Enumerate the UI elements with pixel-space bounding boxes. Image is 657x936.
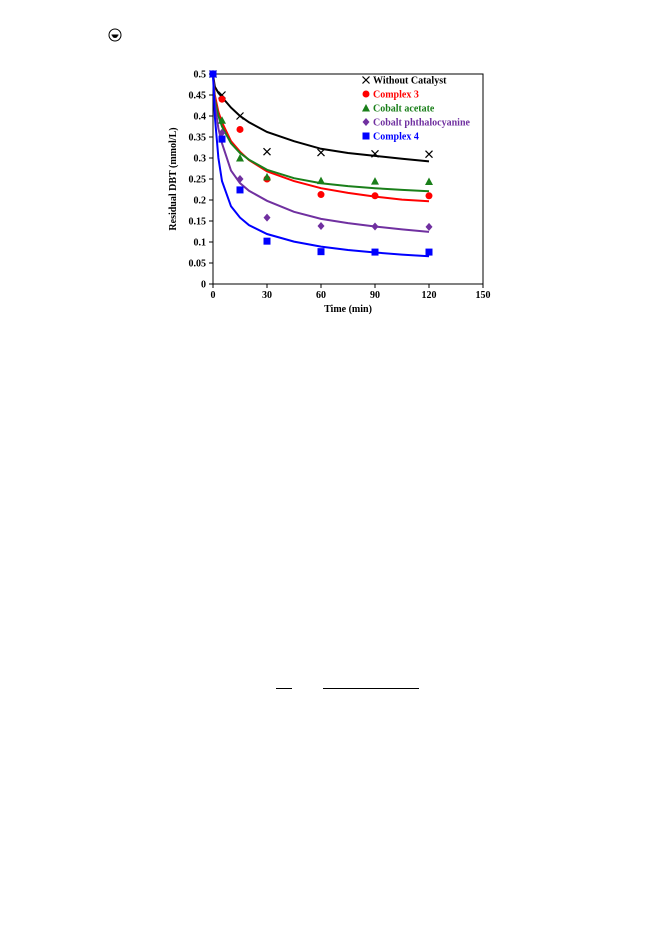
data-point-cobalt-acetate [236, 154, 244, 162]
legend-marker-cobalt-acetate [362, 104, 370, 112]
x-tick-label: 120 [422, 290, 437, 301]
data-point-complex-3 [218, 95, 226, 103]
data-point-without-catalyst [425, 150, 433, 159]
y-tick-label: 0.1 [194, 238, 207, 249]
data-point-complex-4 [209, 70, 217, 78]
plot-area [212, 73, 484, 285]
legend-label-without-catalyst: Without Catalyst [373, 76, 447, 87]
legend-label-complex-4: Complex 4 [373, 132, 419, 143]
axes: 0 30 60 90 120 150 0 0.05 0.1 0.15 0.2 0.25 0.3 0.35 0… [189, 70, 491, 302]
data-point-cobalt-acetate [263, 172, 271, 181]
x-tick-label: 150 [476, 290, 491, 301]
legend-marker-without-catalyst [362, 76, 370, 84]
data-point-cobalt-acetate [218, 116, 226, 124]
legend-label-cobalt-acetate: Cobalt acetate [373, 104, 435, 115]
fit-line-without-catalyst [212, 73, 430, 163]
fit-line-cobalt-phthalocyanine [212, 73, 430, 233]
y-tick-label: 0 [201, 280, 206, 291]
fit-lines [212, 73, 430, 258]
data-point-cobalt-phthalocyanine [236, 175, 244, 183]
legend-marker-complex-4 [362, 132, 370, 140]
x-tick-label: 90 [370, 290, 380, 301]
data-point-complex-3 [425, 192, 433, 200]
residual-dbt-chart: 0 30 60 90 120 150 0 0.05 0.1 0.15 0.2 0.25 0.3 0.35 0… [168, 70, 491, 316]
y-axis-label: Residual DBT (mmol/L) [168, 127, 179, 230]
y-tick-label: 0.25 [189, 175, 207, 186]
fit-line-cobalt-acetate [212, 73, 430, 193]
data-point-cobalt-phthalocyanine [218, 128, 226, 137]
y-tick-label: 0.3 [194, 154, 207, 165]
data-point-cobalt-acetate [425, 177, 433, 186]
data-point-without-catalyst [236, 112, 244, 120]
legend-marker-cobalt-phthalocyanine [362, 118, 370, 126]
data-point-without-catalyst [317, 148, 325, 157]
data-point-complex-4 [218, 135, 226, 143]
legend-label-complex-3: Complex 3 [373, 90, 419, 101]
legend: Without Catalyst Complex 3 Cobalt acetate C… [362, 76, 471, 143]
y-tick-label: 0.05 [189, 259, 207, 270]
y-tick-label: 0.2 [194, 196, 207, 207]
data-point-complex-3 [371, 192, 379, 200]
data-point-cobalt-phthalocyanine [263, 213, 271, 222]
y-tick-label: 0.5 [194, 70, 207, 81]
fraction-bar [323, 688, 419, 689]
data-point-complex-3 [236, 125, 244, 133]
y-tick-label: 0.35 [189, 133, 207, 144]
fit-line-complex-4 [212, 73, 430, 258]
data-point-complex-4 [317, 248, 325, 256]
data-point-complex-4 [263, 237, 271, 245]
circled-plus-icon [108, 28, 122, 42]
data-point-complex-4 [425, 248, 433, 256]
x-tick-label: 60 [316, 290, 326, 301]
x-tick-label: 0 [211, 290, 216, 301]
data-point-cobalt-phthalocyanine [371, 222, 379, 231]
data-point-complex-3 [317, 191, 325, 199]
data-point-complex-4 [371, 248, 379, 256]
y-tick-label: 0.4 [194, 112, 207, 123]
plot-border [212, 73, 484, 285]
x-tick-label: 30 [262, 290, 272, 301]
data-point-without-catalyst [371, 149, 379, 158]
data-point-cobalt-acetate [371, 177, 379, 185]
data-point-cobalt-phthalocyanine [425, 222, 433, 231]
legend-label-cobalt-phthalocyanine: Cobalt phthalocyanine [373, 118, 471, 129]
data-point-complex-4 [236, 186, 244, 194]
y-tick-label: 0.15 [189, 217, 207, 228]
y-tick-label: 0.45 [189, 91, 207, 102]
data-point-cobalt-acetate [317, 176, 325, 185]
x-axis-label: Time (min) [324, 304, 372, 315]
data-point-without-catalyst [263, 147, 271, 156]
fraction-bar [276, 688, 292, 689]
data-point-cobalt-phthalocyanine [317, 222, 325, 231]
legend-marker-complex-3 [362, 90, 370, 98]
data-markers [209, 70, 433, 256]
